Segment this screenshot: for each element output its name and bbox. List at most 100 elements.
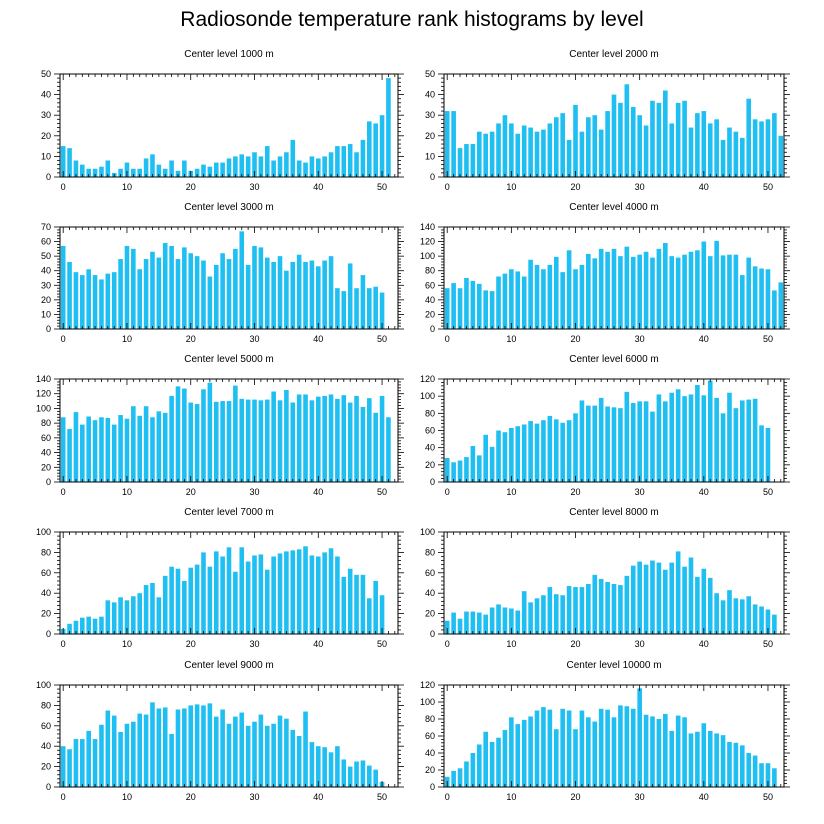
bar [714, 240, 719, 329]
bar [207, 166, 213, 177]
x-tick-label: 40 [313, 334, 323, 344]
bar [277, 400, 283, 482]
bar [720, 255, 726, 329]
panel-4: Center level 4000 m 0 10 20 30 40 50 0 20 40 60 80 1… [420, 202, 790, 344]
y-tick-label: 80 [41, 418, 51, 428]
bar [483, 290, 489, 329]
bar [701, 568, 707, 634]
bar [509, 269, 514, 329]
bar [264, 569, 270, 634]
bar [373, 412, 378, 482]
x-tick-label: 0 [61, 334, 66, 344]
bar [201, 552, 206, 634]
bar [150, 154, 155, 177]
bar [86, 416, 91, 482]
bar [131, 596, 136, 634]
bar [335, 556, 340, 634]
bar [592, 405, 598, 482]
bar [752, 398, 758, 482]
bar [714, 397, 719, 482]
bar [476, 612, 482, 634]
bar [496, 604, 501, 634]
bar [534, 598, 540, 634]
bar [92, 739, 98, 787]
bar [515, 133, 521, 177]
panel-5: Center level 5000 m 0 10 20 30 40 50 0 20 40 60 80 1… [36, 354, 404, 497]
bar [547, 264, 553, 329]
bar [669, 256, 675, 329]
bar [290, 402, 296, 482]
panel-title: Center level 1000 m [184, 49, 274, 60]
bar [624, 246, 630, 329]
x-tick-label: 30 [250, 792, 260, 802]
bar [560, 272, 565, 329]
panel-10: Center level 10000 m 0 10 20 30 40 50 0 20 40 60 80… [420, 660, 790, 802]
bar [727, 590, 732, 634]
bar [695, 113, 700, 177]
bar [457, 460, 463, 482]
x-tick-label: 0 [445, 182, 450, 192]
y-tick-label: 10 [41, 151, 51, 161]
bar [354, 288, 359, 329]
bar [379, 395, 385, 482]
bar [188, 567, 194, 634]
bar [169, 566, 174, 634]
bar [739, 400, 745, 482]
bar [720, 413, 726, 482]
y-tick-label: 30 [425, 110, 435, 120]
bar [233, 156, 238, 177]
bar [143, 259, 149, 329]
bar [271, 723, 276, 787]
bar [360, 760, 366, 787]
bar [534, 131, 540, 177]
bar [470, 144, 476, 177]
bar [605, 581, 610, 634]
bar [579, 131, 585, 177]
bar [489, 131, 495, 177]
bar [598, 708, 604, 787]
bar [618, 408, 623, 482]
bar [80, 275, 85, 329]
bar [701, 111, 707, 177]
bar [80, 739, 85, 787]
bar [347, 568, 353, 634]
bar [483, 614, 489, 634]
bar [509, 717, 514, 787]
bar [778, 282, 784, 329]
y-tick-label: 0 [46, 629, 51, 639]
bar [772, 614, 777, 634]
bar [162, 707, 168, 787]
bar [264, 725, 270, 787]
bar [156, 708, 162, 787]
bar [67, 749, 72, 787]
bar [213, 264, 219, 329]
y-tick-label: 20 [425, 309, 435, 319]
bar [624, 84, 630, 177]
bar [315, 556, 321, 634]
bar [579, 587, 585, 634]
bar [509, 608, 514, 634]
bar [347, 402, 353, 482]
x-tick-label: 10 [122, 182, 132, 192]
bar [233, 571, 238, 634]
bar [80, 424, 85, 482]
bar [143, 585, 149, 634]
bar [752, 755, 758, 787]
y-tick-label: 20 [41, 609, 51, 619]
bar [534, 710, 540, 787]
bar [663, 713, 668, 787]
bar [86, 616, 91, 634]
y-tick-label: 0 [46, 324, 51, 334]
bar [586, 117, 591, 177]
y-tick-label: 20 [425, 609, 435, 619]
bar [284, 152, 289, 177]
bar [701, 723, 707, 787]
x-tick-label: 30 [635, 792, 645, 802]
y-tick-label: 50 [41, 251, 51, 261]
x-tick-label: 0 [61, 182, 66, 192]
bar [303, 546, 308, 634]
bar [573, 104, 578, 177]
bar [118, 597, 123, 634]
bar [727, 741, 732, 787]
bar [271, 391, 276, 482]
